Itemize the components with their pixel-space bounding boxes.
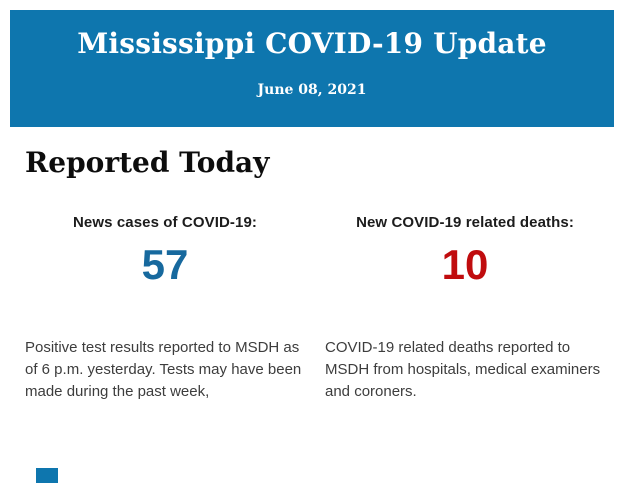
stat-descriptions-row: Positive test results reported to MSDH a… (25, 337, 605, 403)
stat-label-new-cases: News cases of COVID-19: (72, 214, 258, 231)
stat-value-new-cases: 57 (141, 241, 189, 288)
stat-value-new-deaths: 10 (441, 241, 489, 288)
section-title: Reported Today (25, 146, 270, 179)
stat-description-new-deaths: COVID-19 related deaths reported to MSDH… (325, 339, 601, 400)
stat-values-row: 57 10 (25, 243, 605, 287)
header-banner: Mississippi COVID-19 Update June 08, 202… (10, 10, 614, 127)
content-area: Reported Today News cases of COVID-19: N… (0, 127, 620, 403)
footer-banner-fragment (36, 468, 58, 483)
stat-description-new-cases: Positive test results reported to MSDH a… (25, 339, 302, 400)
newsletter-title: Mississippi COVID-19 Update (77, 27, 547, 60)
stat-labels-row: News cases of COVID-19: New COVID-19 rel… (25, 214, 605, 231)
newsletter-date: June 08, 2021 (257, 82, 367, 98)
stat-label-new-deaths: New COVID-19 related deaths: (356, 214, 574, 231)
